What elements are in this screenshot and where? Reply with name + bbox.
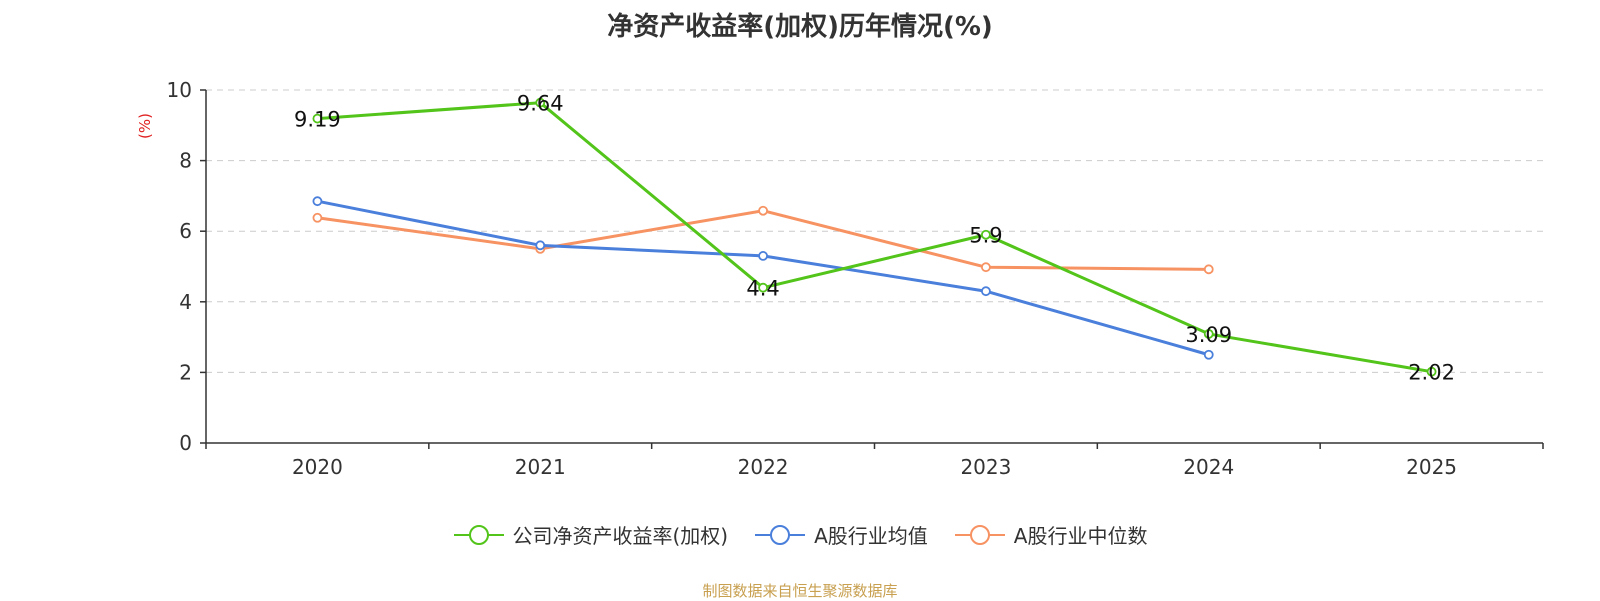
data-label: 2.02	[1408, 361, 1455, 385]
data-point	[758, 251, 768, 261]
legend-label: 公司净资产收益率(加权)	[512, 524, 729, 548]
data-point	[1203, 329, 1214, 339]
data-point	[312, 113, 323, 124]
x-tick-label: 2024	[1183, 455, 1234, 479]
data-label: 4.4	[746, 277, 779, 301]
data-point	[535, 97, 546, 108]
legend: 公司净资产收益率(加权) A股行业均值 A股行业中位数	[0, 520, 1600, 549]
legend-item[interactable]: A股行业均值	[754, 520, 928, 549]
data-point	[1203, 349, 1214, 360]
data-point	[758, 282, 768, 293]
data-label: 9.64	[517, 92, 564, 116]
y-axis-label: (%)	[136, 113, 154, 139]
y-tick-label: 6	[179, 219, 192, 243]
x-tick-label: 2025	[1406, 455, 1457, 479]
x-tick-label: 2023	[960, 455, 1011, 479]
data-point	[535, 240, 546, 251]
x-tick-label: 2020	[292, 455, 343, 479]
data-point	[981, 286, 991, 297]
data-point	[981, 262, 991, 273]
y-tick-label: 4	[179, 290, 192, 314]
data-label: 9.19	[294, 108, 341, 132]
legend-label: A股行业均值	[814, 524, 928, 548]
y-tick-label: 10	[167, 78, 192, 102]
y-tick-label: 2	[179, 360, 192, 384]
legend-label: A股行业中位数	[1013, 524, 1148, 548]
data-point	[758, 205, 768, 216]
y-tick-label: 8	[179, 149, 192, 173]
data-point	[981, 229, 991, 240]
data-point	[312, 212, 323, 223]
legend-item[interactable]: A股行业中位数	[954, 520, 1148, 549]
x-tick-label: 2021	[515, 455, 566, 479]
legend-line-circle-icon	[755, 524, 806, 545]
legend-line-circle-icon	[453, 524, 504, 545]
legend-item[interactable]: 公司净资产收益率(加权)	[453, 520, 729, 549]
legend-line-circle-icon	[954, 524, 1005, 545]
data-point	[1203, 264, 1214, 275]
x-tick-label: 2022	[738, 455, 789, 479]
data-point	[1426, 366, 1437, 377]
data-label: 3.09	[1185, 323, 1232, 347]
source-note: 制图数据来自恒生聚源数据库	[702, 582, 898, 600]
data-label: 5.9	[969, 224, 1002, 248]
y-tick-label: 0	[179, 431, 192, 455]
chart-title: 净资产收益率(加权)历年情况(%)	[607, 12, 993, 42]
series-line	[317, 101, 1432, 374]
data-point	[312, 196, 323, 207]
